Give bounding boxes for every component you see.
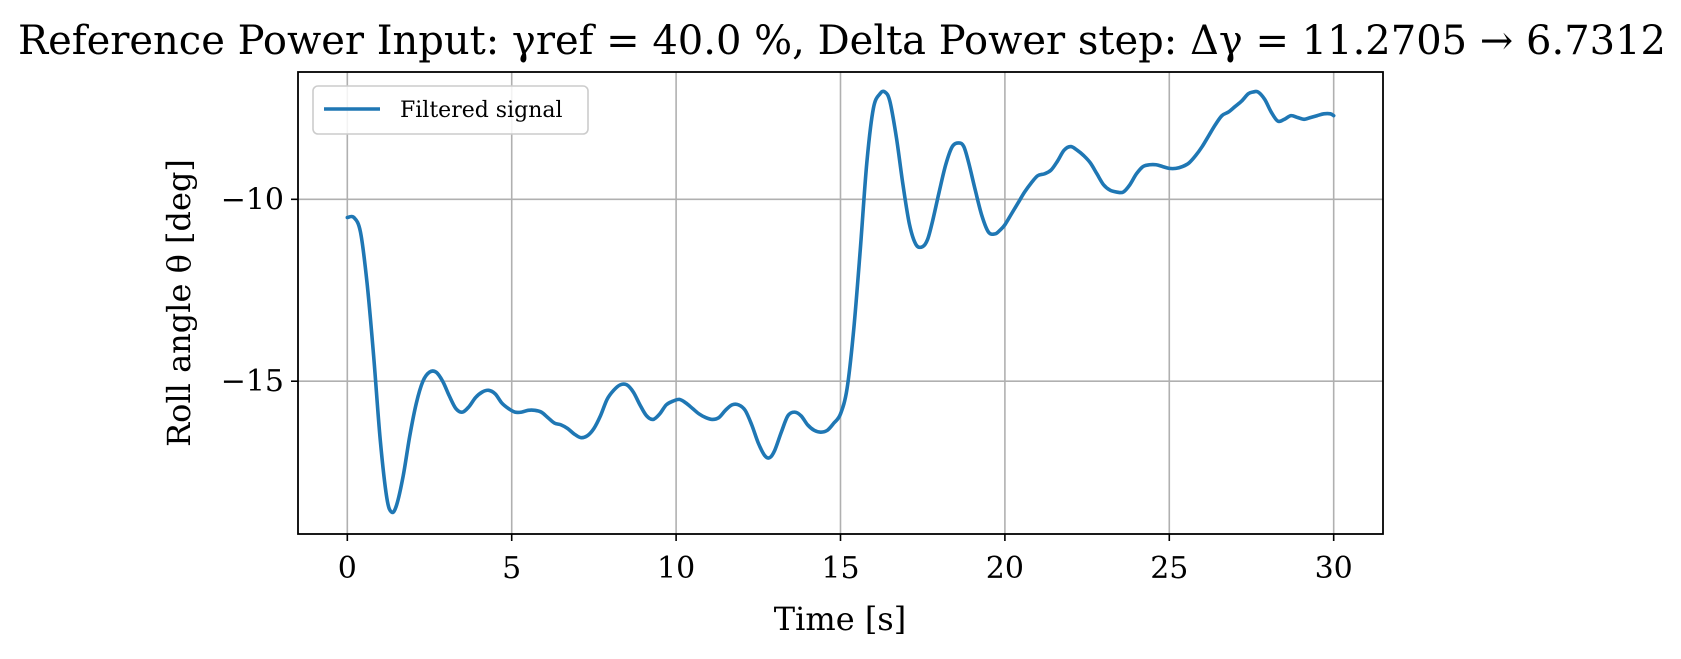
x-tick-label: 15 [821,551,859,586]
grid-layer [298,72,1383,534]
x-axis-label: Time [s] [774,600,906,638]
x-tick-label: 0 [338,551,357,586]
x-tick-label: 20 [986,551,1024,586]
y-tick-label: −10 [221,182,284,217]
series-line-filtered-signal [345,89,1336,515]
chart-title: Reference Power Input: γref = 40.0 %, De… [18,18,1666,64]
y-tick-label: −15 [221,364,284,399]
tick-label-layer: 0 5 10 15 20 25 30 −15 −10 [221,182,1353,586]
legend-box [312,85,589,135]
x-tick-label: 25 [1150,551,1188,586]
x-tick-label: 5 [502,551,521,586]
x-tick-label: 30 [1315,551,1353,586]
legend: Filtered signal [312,85,589,135]
x-tick-label: 10 [657,551,695,586]
y-axis-label: Roll angle θ [deg] [160,159,198,447]
legend-label: Filtered signal [400,98,563,123]
series-layer [345,89,1336,515]
